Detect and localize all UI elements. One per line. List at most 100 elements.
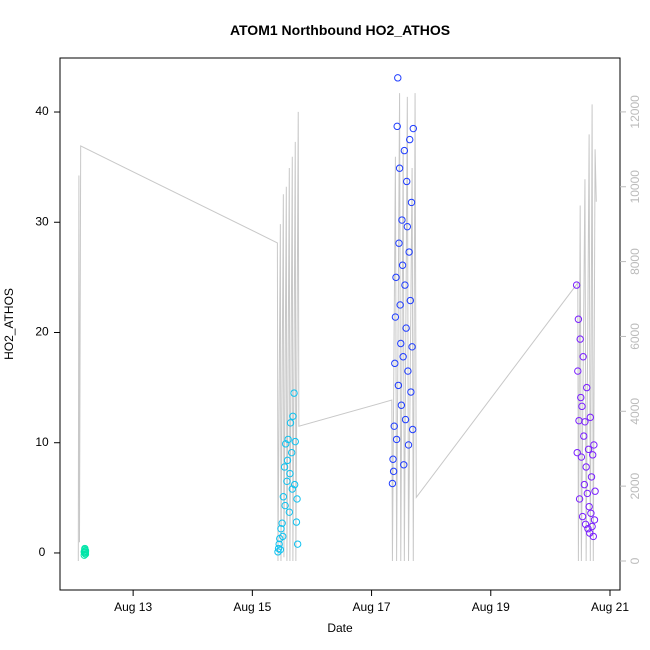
point (293, 495, 301, 503)
point (583, 489, 592, 498)
point (278, 519, 286, 527)
point (400, 146, 409, 155)
point (399, 353, 407, 361)
point (389, 455, 397, 463)
y2-tick-label: 12000 (628, 95, 642, 129)
y2-tick-label: 0 (628, 557, 642, 564)
point (572, 281, 581, 289)
point (286, 469, 294, 478)
point (292, 518, 301, 526)
y2-tick-label: 4000 (628, 398, 642, 425)
point (573, 448, 581, 457)
point (394, 381, 403, 390)
y-tick-label: 40 (35, 104, 49, 118)
point (407, 388, 415, 396)
point (591, 487, 599, 495)
point (404, 441, 413, 449)
point (390, 422, 398, 430)
point (406, 296, 415, 305)
point (283, 477, 291, 486)
y-tick-label: 30 (35, 214, 49, 228)
plot-box (59, 57, 621, 591)
point (408, 425, 417, 434)
point (406, 135, 414, 144)
point (584, 445, 593, 454)
point (400, 461, 408, 469)
point (281, 501, 289, 510)
point (408, 343, 416, 351)
point (402, 324, 410, 332)
point (589, 532, 597, 541)
point (395, 239, 403, 247)
y-tick-label: 20 (35, 325, 49, 339)
point (287, 448, 296, 457)
point (394, 74, 402, 82)
x-tick-label: Aug 13 (114, 600, 152, 614)
chart-title: ATOM1 Northbound HO2_ATHOS (230, 22, 450, 38)
point (398, 261, 407, 269)
point (389, 467, 398, 476)
point (582, 463, 590, 471)
point (407, 198, 416, 207)
x-tick-label: Aug 15 (233, 600, 271, 614)
point (401, 415, 410, 424)
point (81, 548, 90, 556)
point (290, 480, 299, 489)
point (587, 473, 596, 481)
x-tick-label: Aug 21 (591, 600, 629, 614)
x-axis-label: Date (327, 621, 353, 635)
point (276, 545, 285, 554)
point (577, 393, 585, 402)
point (574, 315, 583, 323)
y-axis-label: HO2_ATHOS (2, 288, 16, 360)
point (577, 453, 586, 461)
point (587, 509, 595, 517)
point (589, 451, 597, 459)
point (284, 435, 292, 444)
point (285, 508, 294, 516)
point (391, 359, 399, 368)
point (391, 313, 400, 321)
line-series (77, 93, 597, 561)
point (282, 440, 290, 448)
point (398, 216, 406, 224)
point (590, 516, 599, 524)
point (396, 301, 404, 309)
y2-tick-label: 8000 (628, 248, 642, 275)
point (279, 532, 287, 541)
point (404, 367, 412, 375)
point (397, 339, 405, 348)
point (279, 493, 288, 501)
point (581, 520, 590, 528)
point (392, 273, 400, 282)
point (288, 485, 296, 493)
point (392, 435, 401, 444)
y2-tick-label: 6000 (628, 323, 642, 350)
point (277, 525, 285, 533)
point (578, 402, 586, 411)
point (274, 544, 283, 553)
point (409, 124, 417, 133)
point (586, 413, 595, 422)
point (588, 522, 596, 531)
point (581, 418, 589, 426)
point (395, 164, 404, 172)
y2-tick-label: 10000 (628, 170, 642, 204)
point (578, 512, 587, 521)
x-tick-label: Aug 19 (472, 600, 510, 614)
point (575, 495, 584, 503)
x-tick-label: Aug 17 (353, 600, 391, 614)
point (579, 353, 587, 361)
point (290, 389, 298, 397)
point (584, 525, 592, 533)
point (283, 456, 292, 465)
point (574, 367, 582, 375)
point (585, 502, 593, 511)
y2-tick-label: 2000 (628, 472, 642, 499)
point (403, 177, 411, 186)
point (275, 540, 283, 548)
point (280, 463, 289, 471)
point (286, 419, 295, 427)
point (580, 432, 588, 440)
